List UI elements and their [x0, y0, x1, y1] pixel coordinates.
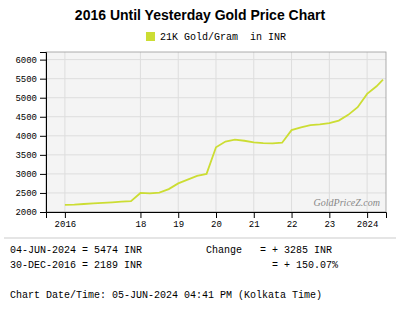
x-tick-mark: [178, 212, 179, 218]
info-line: 30-DEC-2016 = 2189 INR: [10, 260, 142, 271]
x-tick-label: 2024: [357, 220, 379, 230]
plot: 2016 18 19 20 21 22 23 2024 2000 2500 3000 3500 4000…: [15, 52, 386, 230]
legend-label: 21K Gold/Gram in INR: [160, 32, 286, 43]
x-tick-label: 21: [249, 220, 260, 230]
y-tick-mark: [40, 136, 46, 137]
y-tick-mark: [40, 174, 46, 175]
y-tick-label: 2500: [15, 189, 37, 199]
x-tick: 21: [249, 212, 260, 230]
grid-line: [329, 52, 330, 212]
x-tick-mark: [292, 212, 293, 218]
x-tick-label: 22: [287, 220, 298, 230]
y-tick: 3000: [15, 170, 46, 180]
x-tick-mark: [140, 212, 141, 218]
y-tick-label: 2000: [15, 208, 37, 218]
y-tick-label: 5500: [15, 75, 37, 85]
plot-background: [46, 52, 386, 212]
x-tick-label: 23: [324, 220, 335, 230]
y-tick-label: 3500: [15, 151, 37, 161]
grid-line: [253, 52, 254, 212]
y-tick-label: 3000: [15, 170, 37, 180]
change-line: = + 150.07%: [206, 260, 338, 271]
grid-line: [178, 52, 179, 212]
x-tick-mark: [329, 212, 330, 218]
grid-line: [64, 52, 65, 212]
footer: Chart Date/Time: 05-JUN-2024 04:41 PM (K…: [10, 290, 322, 301]
grid-line: [367, 52, 368, 212]
y-axis-line: [40, 53, 47, 213]
y-tick: 4500: [15, 113, 46, 123]
x-tick-mark: [216, 212, 217, 218]
y-tick: 2500: [15, 189, 46, 199]
plot-frame: [46, 52, 386, 212]
y-tick-label: 5000: [15, 94, 37, 104]
watermark: GoldPriceZ.com: [314, 197, 380, 208]
y-tick-label: 4000: [15, 132, 37, 142]
grid-line: [216, 52, 217, 212]
x-tick: 20: [211, 212, 222, 230]
separator: [4, 238, 396, 239]
x-tick-mark: [65, 212, 66, 218]
y-tick-label: 4500: [15, 113, 37, 123]
x-tick-label: 19: [173, 220, 184, 230]
x-axis-line: [47, 213, 387, 219]
line: [65, 80, 383, 205]
marks: [65, 80, 383, 205]
legend-swatch: [146, 32, 155, 41]
y-tick-mark: [40, 79, 46, 80]
y-tick-label: 6000: [15, 56, 37, 66]
y-tick-mark: [40, 117, 46, 118]
legend: 21K Gold/Gram in INR: [146, 32, 286, 43]
y-axis: 2000 2500 3000 3500 4000 4500 5000 5500 6000: [15, 53, 46, 219]
y-tick: 2000: [15, 208, 46, 218]
change-line: Change = + 3285 INR: [206, 245, 332, 256]
y-tick-mark: [40, 212, 46, 213]
chart: 2016 Until Yesterday Gold Price Chart201…: [0, 0, 400, 330]
y-tick-mark: [40, 98, 46, 99]
y-tick: 5500: [15, 75, 46, 85]
x-tick-mark: [367, 212, 368, 218]
y-tick: 6000: [15, 56, 46, 66]
y-tick-mark: [40, 193, 46, 194]
grid: [46, 52, 386, 212]
x-axis: 2016 18 19 20 21 22 23 2024: [47, 212, 387, 230]
y-tick: 3500: [15, 151, 46, 161]
x-tick-mark: [254, 212, 255, 218]
grid-line: [140, 52, 141, 212]
info-line: 04-JUN-2024 = 5474 INR: [10, 245, 142, 256]
y-tick: 4000: [15, 132, 46, 142]
x-tick: 2016: [55, 212, 77, 230]
x-tick: 2024: [357, 212, 379, 230]
legend-entry: 21K Gold/Gram in INR: [146, 32, 286, 43]
x-tick: 19: [173, 212, 184, 230]
x-tick-label: 2016: [55, 220, 77, 230]
x-tick: 18: [136, 212, 147, 230]
x-tick: 22: [287, 212, 298, 230]
y-tick: 5000: [15, 94, 46, 104]
x-tick-label: 20: [211, 220, 222, 230]
x-tick: 23: [324, 212, 335, 230]
y-tick-mark: [40, 60, 46, 61]
title: 2016 Until Yesterday Gold Price Chart: [75, 7, 326, 23]
y-tick-mark: [40, 155, 46, 156]
x-tick-label: 18: [136, 220, 147, 230]
